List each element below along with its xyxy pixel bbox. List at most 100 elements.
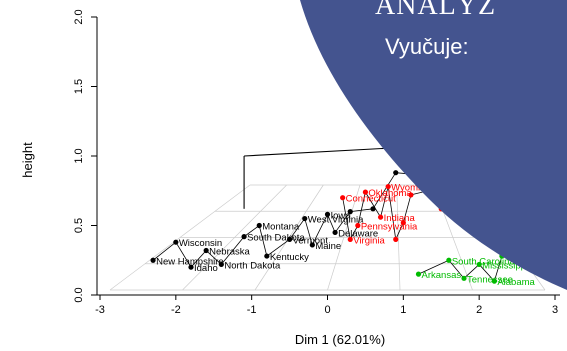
point-label: Iowa xyxy=(331,210,352,221)
y-tick-label: 0.5 xyxy=(73,218,85,233)
data-point xyxy=(347,236,353,242)
data-point xyxy=(188,264,194,270)
dendrogram-link xyxy=(205,250,222,265)
point-label: Delaware xyxy=(338,228,378,239)
y-tick-label: 1.5 xyxy=(73,79,85,94)
point-label: New Hampshire xyxy=(156,256,224,267)
data-point xyxy=(370,206,376,212)
point-label: Wisconsin xyxy=(179,238,222,249)
data-point xyxy=(203,247,209,254)
dendrogram-link xyxy=(190,250,207,268)
dendrogram-link xyxy=(342,197,351,240)
point-label: Mississippi xyxy=(482,260,528,271)
dendrogram-link xyxy=(365,191,381,218)
dendrogram-link xyxy=(152,241,177,261)
x-tick-label: 3 xyxy=(552,304,558,316)
point-label: Idaho xyxy=(194,263,218,274)
data-point xyxy=(173,239,179,245)
point-label: Nebraska xyxy=(209,247,250,258)
data-point xyxy=(385,183,391,190)
dendrogram-link xyxy=(418,259,449,275)
data-point xyxy=(355,222,361,229)
data-point xyxy=(393,170,399,176)
point-label: South Dakota xyxy=(247,233,305,244)
overlay-subtitle: Vyučuje: xyxy=(385,34,469,59)
x-tick-label: 2 xyxy=(476,304,482,316)
overlay-shape xyxy=(300,0,567,290)
data-point xyxy=(286,236,293,242)
data-point xyxy=(347,209,353,215)
dendrogram-link xyxy=(258,225,268,257)
dendrogram-link xyxy=(311,214,328,246)
x-axis-label: Dim 1 (62.01%) xyxy=(295,332,385,347)
data-point xyxy=(218,261,224,268)
point-label: Tennessee xyxy=(467,274,513,285)
overlay-title: ANALÝZ xyxy=(375,0,497,21)
data-point xyxy=(302,215,308,222)
x-tick-label: -1 xyxy=(247,304,257,316)
dendrogram-link xyxy=(349,225,359,240)
data-point xyxy=(393,236,399,242)
dendrogram-link xyxy=(304,218,313,246)
data-point xyxy=(340,195,346,201)
dendrogram-link xyxy=(327,214,336,233)
y-ticks: 0.0 0.5 1.0 1.5 2.0 xyxy=(73,9,97,303)
point-label: Connecticut xyxy=(346,194,397,205)
data-point xyxy=(309,242,315,248)
data-point xyxy=(256,222,262,229)
dendrogram-link xyxy=(478,264,495,282)
point-label: Maine xyxy=(315,241,341,252)
point-label: West Virginia xyxy=(308,215,364,226)
dendrogram-link xyxy=(289,218,306,240)
dendrogram-link xyxy=(402,194,412,223)
dendrogram-link xyxy=(334,211,351,233)
dendrogram-link xyxy=(221,236,245,265)
data-point xyxy=(446,257,452,263)
point-label: Pennsylvania xyxy=(361,222,418,233)
dendrogram-link xyxy=(387,186,397,240)
data-point xyxy=(491,278,497,284)
data-point xyxy=(324,211,331,217)
y-tick-label: 2.0 xyxy=(73,9,85,24)
data-point xyxy=(150,257,156,263)
data-point xyxy=(241,234,247,240)
y-tick-label: 1.0 xyxy=(73,148,85,163)
point-label: Alabama xyxy=(497,277,535,288)
x-tick-label: -2 xyxy=(171,304,181,316)
point-label: Montana xyxy=(262,222,300,233)
data-point xyxy=(377,214,384,220)
y-axis-label: height xyxy=(20,142,35,178)
dendrogram-link xyxy=(266,239,290,257)
dendrogram-link xyxy=(395,222,404,240)
point-label: North Dakota xyxy=(224,260,281,271)
point-label: Virginia xyxy=(353,235,385,246)
data-point xyxy=(362,189,369,195)
point-label: Vermont xyxy=(293,235,329,246)
data-points xyxy=(150,170,528,284)
data-point xyxy=(400,220,406,226)
point-label: Wyoming xyxy=(391,183,431,194)
floor-grid xyxy=(109,184,546,291)
point-label: Indiana xyxy=(384,213,416,224)
point-label: Kentucky xyxy=(270,252,309,263)
data-point xyxy=(332,229,338,236)
x-ticks: -3 -2 -1 0 1 2 3 xyxy=(95,295,558,316)
x-tick-label: 0 xyxy=(324,304,330,316)
dendrogram-link xyxy=(357,192,366,226)
dendrogram-link xyxy=(493,255,503,282)
y-tick-label: 0.0 xyxy=(73,287,85,302)
dendrogram-link xyxy=(372,172,397,210)
data-point xyxy=(415,271,422,277)
point-label: Arkansas xyxy=(422,270,462,281)
dendrogram-link xyxy=(243,225,260,237)
data-point xyxy=(264,253,270,259)
data-point xyxy=(476,261,482,268)
data-point xyxy=(461,275,467,281)
data-point xyxy=(408,192,414,198)
dendrogram-link xyxy=(448,259,465,279)
dendrogram-link xyxy=(175,241,192,268)
point-label: Oklahoma xyxy=(368,188,412,199)
x-tick-label: 1 xyxy=(400,304,406,316)
point-label: South Carolina xyxy=(452,256,516,267)
